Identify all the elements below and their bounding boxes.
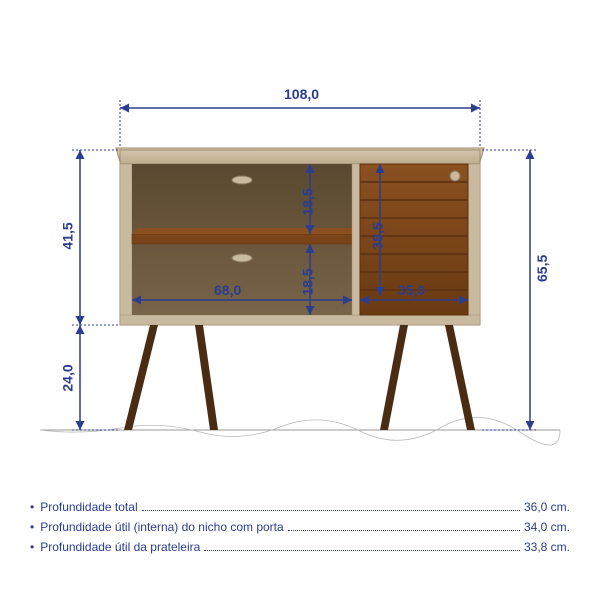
bullet-icon: • [30,540,34,554]
diagram-canvas: 108,0 41,5 24,0 65,5 68,0 35,0 38,5 18,5… [0,0,600,600]
footer-dots [288,530,520,531]
footer-value: 33,8 cm. [524,540,570,554]
dim-total-height: 65,5 [534,255,550,282]
dim-door-width: 35,0 [398,282,425,298]
dim-door-height: 38,5 [370,222,386,249]
bullet-icon: • [30,520,34,534]
footer-line-0: • Profundidade total 36,0 cm. [30,500,570,514]
footer-label: Profundidade útil da prateleira [40,540,200,554]
footer-value: 36,0 cm. [524,500,570,514]
dim-lower-shelf-h: 18,5 [300,268,316,295]
footer-line-2: • Profundidade útil da prateleira 33,8 c… [30,540,570,554]
dim-shelf-width: 68,0 [214,282,241,298]
dim-cabinet-height: 41,5 [60,222,76,249]
dim-leg-height: 24,0 [60,364,76,391]
footer-value: 34,0 cm. [524,520,570,534]
footer-line-1: • Profundidade útil (interna) do nicho c… [30,520,570,534]
footer-label: Profundidade total [40,500,137,514]
footer-label: Profundidade útil (interna) do nicho com… [40,520,283,534]
dim-total-width: 108,0 [284,86,319,102]
dim-upper-shelf-h: 18,5 [300,188,316,215]
footer-dots [204,550,520,551]
footer-dots [142,510,520,511]
bullet-icon: • [30,500,34,514]
